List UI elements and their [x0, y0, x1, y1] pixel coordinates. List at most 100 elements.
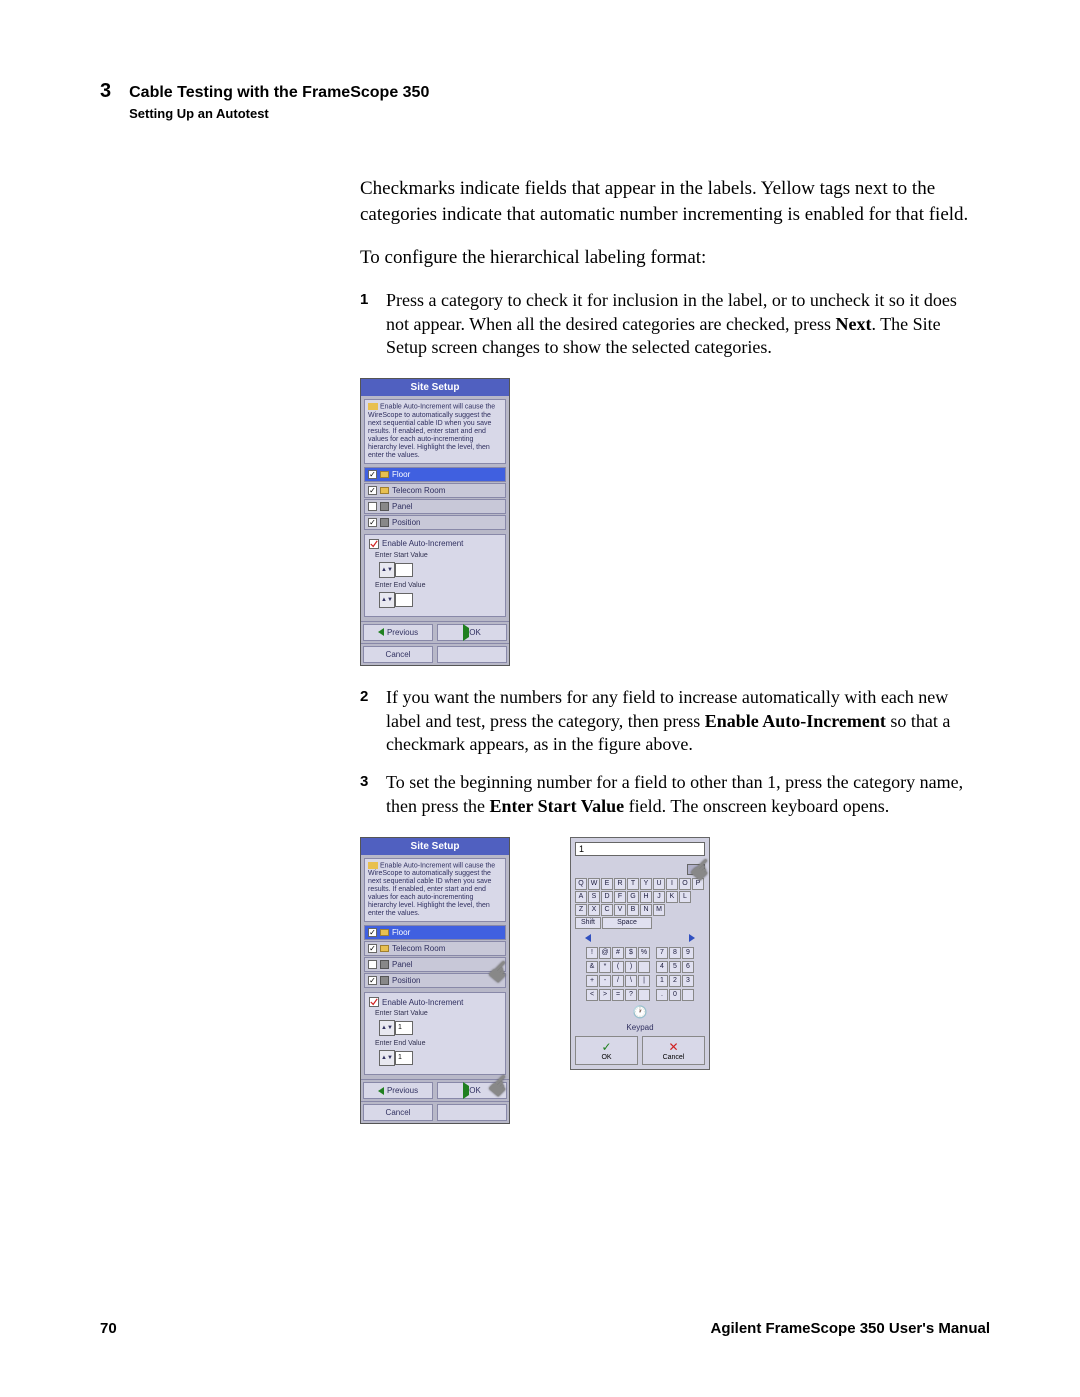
page-header: 3 Cable Testing with the FrameScope 350 … [100, 80, 990, 121]
end-value-label: Enter End Value [375, 1040, 501, 1047]
key[interactable]: 5 [669, 961, 681, 973]
previous-button[interactable]: Previous [363, 624, 433, 641]
category-position[interactable]: ✓Position [364, 973, 506, 988]
previous-button[interactable]: Previous [363, 1082, 433, 1099]
key[interactable]: / [612, 975, 624, 987]
key[interactable]: ( [612, 961, 624, 973]
cancel-button[interactable]: Cancel [363, 646, 433, 663]
key[interactable]: $ [625, 947, 637, 959]
key[interactable]: 8 [669, 947, 681, 959]
category-telecom-room[interactable]: ✓Telecom Room [364, 483, 506, 498]
key[interactable]: ? [625, 989, 637, 1001]
keyboard-display[interactable]: 1 [575, 842, 705, 856]
position-icon [380, 518, 389, 527]
key[interactable]: > [599, 989, 611, 1001]
key[interactable]: & [586, 961, 598, 973]
key[interactable]: 0 [669, 989, 681, 1001]
key[interactable]: \ [625, 975, 637, 987]
key-d[interactable]: D [601, 891, 613, 903]
key-i[interactable]: I [666, 878, 678, 890]
key-v[interactable]: V [614, 904, 626, 916]
keyboard-cancel-button[interactable]: ✕Cancel [642, 1036, 705, 1065]
key-k[interactable]: K [666, 891, 678, 903]
key[interactable]: 1 [656, 975, 668, 987]
key-t[interactable]: T [627, 878, 639, 890]
key[interactable]: - [599, 975, 611, 987]
key-r[interactable]: R [614, 878, 626, 890]
key-m[interactable]: M [653, 904, 665, 916]
key[interactable]: % [638, 947, 650, 959]
key-g[interactable]: G [627, 891, 639, 903]
key-q[interactable]: Q [575, 878, 587, 890]
key[interactable] [682, 989, 694, 1001]
arrow-left-icon[interactable] [585, 934, 591, 942]
x-icon: ✕ [643, 1040, 704, 1054]
key[interactable]: + [586, 975, 598, 987]
key[interactable]: 3 [682, 975, 694, 987]
key[interactable]: * [599, 961, 611, 973]
ok-button[interactable]: OK [437, 624, 507, 641]
tag-icon [380, 945, 389, 952]
position-icon [380, 976, 389, 985]
key-b[interactable]: B [627, 904, 639, 916]
key[interactable] [638, 989, 650, 1001]
key[interactable]: 7 [656, 947, 668, 959]
space-key[interactable]: Space [602, 917, 652, 929]
key[interactable]: 6 [682, 961, 694, 973]
key-y[interactable]: Y [640, 878, 652, 890]
arrow-left-icon [378, 1087, 384, 1095]
keyboard-ok-button[interactable]: ✓OK [575, 1036, 638, 1065]
key-w[interactable]: W [588, 878, 600, 890]
key[interactable]: . [656, 989, 668, 1001]
category-floor[interactable]: ✓Floor [364, 925, 506, 940]
key[interactable]: @ [599, 947, 611, 959]
chapter-number: 3 [100, 80, 111, 103]
shift-key[interactable]: Shift [575, 917, 601, 929]
arrow-right-icon[interactable] [689, 934, 695, 942]
key-u[interactable]: U [653, 878, 665, 890]
cancel-button[interactable]: Cancel [363, 1104, 433, 1121]
key[interactable]: 4 [656, 961, 668, 973]
key-o[interactable]: O [679, 878, 691, 890]
end-value-field[interactable]: ▲▼ [379, 592, 501, 608]
key-c[interactable]: C [601, 904, 613, 916]
key-s[interactable]: S [588, 891, 600, 903]
key-j[interactable]: J [653, 891, 665, 903]
key[interactable]: = [612, 989, 624, 1001]
key-z[interactable]: Z [575, 904, 587, 916]
key-h[interactable]: H [640, 891, 652, 903]
key[interactable]: 9 [682, 947, 694, 959]
blank-button [437, 646, 507, 663]
key-x[interactable]: X [588, 904, 600, 916]
start-value-field[interactable]: ▲▼ [379, 562, 501, 578]
key-f[interactable]: F [614, 891, 626, 903]
check-icon: ✓ [576, 1040, 637, 1054]
keyboard-row-4: Shift Space [575, 917, 705, 929]
category-telecom-room[interactable]: ✓Telecom Room [364, 941, 506, 956]
key[interactable]: ) [625, 961, 637, 973]
key[interactable]: 2 [669, 975, 681, 987]
keyboard-buttons: ✓OK ✕Cancel [575, 1036, 705, 1065]
enable-auto-increment-row[interactable]: Enable Auto-Increment [369, 539, 501, 549]
key[interactable]: ! [586, 947, 598, 959]
blank-button [437, 1104, 507, 1121]
end-value-field[interactable]: ▲▼1 [379, 1050, 501, 1066]
end-value-input [395, 593, 413, 607]
key-l[interactable]: L [679, 891, 691, 903]
key-e[interactable]: E [601, 878, 613, 890]
key-a[interactable]: A [575, 891, 587, 903]
category-list: ✓Floor ✓Telecom Room Panel ✓Position [364, 925, 506, 988]
enable-auto-increment-row[interactable]: Enable Auto-Increment [369, 997, 501, 1007]
key[interactable]: | [638, 975, 650, 987]
key[interactable]: < [586, 989, 598, 1001]
screen-title: Site Setup [361, 838, 509, 855]
key[interactable]: # [612, 947, 624, 959]
start-value-field[interactable]: ▲▼1 [379, 1020, 501, 1036]
key-n[interactable]: N [640, 904, 652, 916]
category-position[interactable]: ✓Position [364, 515, 506, 530]
category-floor[interactable]: ✓Floor [364, 467, 506, 482]
category-panel[interactable]: Panel [364, 499, 506, 514]
key[interactable] [638, 961, 650, 973]
check-icon: ✓ [368, 976, 377, 985]
header-subtitle: Setting Up an Autotest [129, 106, 429, 121]
